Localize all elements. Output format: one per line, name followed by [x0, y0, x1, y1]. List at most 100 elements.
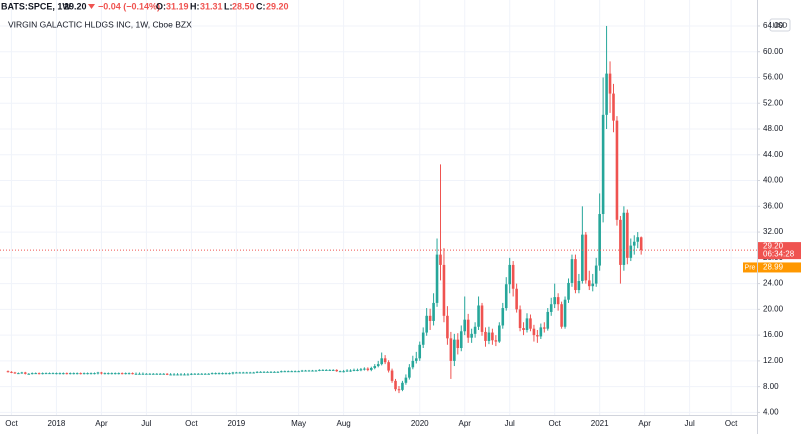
x-tick-label: Oct — [185, 419, 198, 428]
currency-box — [769, 18, 791, 32]
candle-body — [636, 237, 640, 242]
candle-body — [411, 360, 415, 368]
grid — [0, 0, 757, 415]
candle-body — [269, 371, 273, 373]
candle-body — [245, 372, 249, 374]
y-tick-label: 44.00 — [763, 150, 784, 159]
change: −0.04 (−0.14%) — [98, 1, 160, 11]
candle-body — [127, 373, 131, 375]
candle-body — [525, 318, 529, 330]
candle-body — [124, 373, 127, 375]
candle-body — [228, 373, 231, 375]
down-arrow — [88, 4, 95, 9]
candle-body — [110, 373, 114, 375]
candle-body — [10, 371, 13, 373]
premarket-name-box — [743, 262, 757, 273]
y-tick-label: 40.00 — [763, 176, 784, 185]
x-tick-label: Apr — [638, 419, 651, 428]
candle-body — [480, 305, 484, 332]
candle-body — [335, 369, 338, 372]
candle-body — [197, 373, 200, 375]
x-tick-label: Jul — [141, 419, 151, 428]
candle-body — [152, 373, 155, 375]
candle-body — [176, 374, 179, 376]
candle-body — [432, 302, 435, 321]
candle-body — [41, 373, 44, 375]
candle-body — [203, 373, 207, 375]
candle-body — [408, 367, 411, 378]
candle-body — [466, 319, 470, 338]
candle-body — [158, 373, 162, 375]
candle-body — [231, 372, 235, 374]
candle-body — [387, 362, 390, 371]
candle-body — [75, 373, 79, 375]
candle-body — [141, 373, 145, 375]
candle-body — [169, 374, 172, 376]
y-tick-label: 32.00 — [763, 227, 784, 236]
candle-body — [100, 372, 103, 374]
candle-body — [418, 344, 422, 359]
candle-body — [394, 380, 397, 390]
candle-body — [487, 332, 491, 341]
candle-body — [508, 264, 511, 285]
candle-body — [86, 373, 89, 375]
candles — [6, 25, 643, 394]
candle-body — [435, 254, 439, 303]
candle-body — [148, 373, 152, 375]
candle-body — [401, 382, 404, 390]
candle-body — [522, 328, 525, 330]
candle-body — [325, 369, 328, 371]
candle-body — [34, 373, 37, 375]
candle-body — [639, 237, 643, 251]
candle-body — [318, 369, 321, 371]
candle-body — [30, 373, 34, 375]
candle-body — [397, 389, 401, 391]
symbol: BATS:SPCE, 1W — [1, 1, 71, 11]
candle-body — [632, 241, 636, 246]
x-tick-label: 2021 — [591, 419, 609, 428]
candle-body — [262, 371, 266, 373]
candle-body — [58, 373, 62, 375]
candle-body — [48, 373, 51, 375]
candle-body — [328, 369, 332, 371]
candle-body — [543, 327, 546, 329]
candle-body — [183, 374, 186, 376]
ohlc-key: H: — [190, 1, 200, 11]
y-tick-label: 36.00 — [763, 201, 784, 210]
candle-body — [549, 304, 553, 312]
candle-body — [425, 315, 428, 333]
y-tick-label: 12.00 — [763, 356, 784, 365]
candle-body — [300, 370, 304, 372]
candle-body — [37, 373, 41, 375]
candle-body — [210, 373, 214, 375]
candle-body — [311, 370, 314, 372]
candle-body — [235, 372, 238, 374]
candle-body — [463, 319, 467, 332]
candle-body — [179, 374, 183, 376]
candle-body — [13, 372, 17, 374]
ohlc-value: 31.31 — [200, 1, 223, 11]
candle-body — [414, 358, 418, 361]
candle-body — [96, 372, 100, 374]
candle-body — [577, 281, 581, 291]
y-tick-label: 64.00 — [763, 21, 784, 30]
candle-body — [134, 373, 138, 375]
candle-body — [428, 315, 432, 321]
candle-body — [304, 370, 307, 372]
x-tick-label: Oct — [548, 419, 561, 428]
candle-body — [286, 371, 290, 373]
candle-body — [172, 374, 176, 376]
candle-body — [331, 369, 335, 371]
candle-body — [145, 373, 148, 375]
candle-body — [117, 373, 121, 375]
candle-body — [563, 299, 567, 327]
candle-body — [536, 335, 539, 337]
candle-body — [280, 371, 283, 373]
candle-body — [345, 370, 349, 372]
last-price: 29.20 — [64, 1, 87, 11]
candle-body — [453, 339, 456, 361]
y-tick-label: 56.00 — [763, 73, 784, 82]
candle-body — [68, 373, 72, 375]
candle-body — [477, 305, 480, 327]
